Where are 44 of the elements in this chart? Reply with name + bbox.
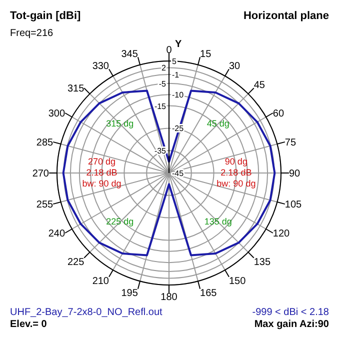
text: Elev.= 0 [10, 319, 47, 330]
text: 45 dg [206, 118, 230, 130]
spoke-label: 45 [254, 80, 266, 92]
y-tick-label: -15 [154, 102, 167, 111]
y-tick-label: -45 [172, 169, 184, 178]
text: 315 dg [106, 118, 134, 130]
spoke-label: 240 [48, 228, 66, 240]
spoke-label: 315 [67, 84, 85, 95]
spoke-label: 90 [289, 168, 301, 180]
text: 90 dg 2.18 dB bw: 90 dg [216, 156, 256, 190]
text: 135 dg [204, 216, 232, 228]
spoke-label: 105 [284, 200, 302, 211]
spoke-label: 150 [229, 276, 246, 288]
spoke-label: 0 [166, 45, 172, 56]
text: Freq=216 [10, 28, 54, 39]
spoke-label: 120 [272, 228, 290, 240]
spoke-label: 225 [67, 256, 85, 268]
chart-title: Tot-gain [dBi] [10, 10, 81, 22]
text: UHF_2-Bay_7-2x8-0_NO_Refl.out [10, 307, 162, 318]
text: -999 < dBi < 2.18 [252, 307, 329, 318]
spoke-label: 195 [121, 288, 138, 300]
spoke-label: 30 [229, 61, 241, 72]
spoke-label: 270 [32, 168, 50, 180]
spoke-label: 15 [200, 49, 212, 60]
spoke-label: 210 [92, 276, 110, 288]
y-tick-label: -5 [158, 79, 167, 88]
y-tick-label: 2 [162, 64, 167, 73]
spoke-label: 285 [36, 137, 54, 148]
y-tick-label: -1 [172, 70, 180, 80]
spoke-label: 165 [200, 288, 218, 300]
spoke-label: 180 [160, 292, 178, 304]
spoke-label: 60 [272, 108, 284, 120]
spoke-label: 255 [36, 200, 54, 211]
spoke-label: 330 [92, 61, 110, 72]
text: Y [175, 39, 182, 50]
text: 270 dg 2.18 dB bw: 90 dg [82, 156, 122, 190]
spoke-label: 75 [284, 137, 296, 148]
spoke-label: 345 [121, 49, 138, 60]
text: Max gain Azi:90 [254, 319, 329, 330]
spoke-label: 300 [48, 108, 66, 120]
spoke-label: 135 [254, 256, 271, 268]
chart-subtitle: Horizontal plane [243, 10, 329, 22]
text: 225 dg [106, 216, 134, 228]
y-tick-label: -10 [172, 90, 184, 100]
